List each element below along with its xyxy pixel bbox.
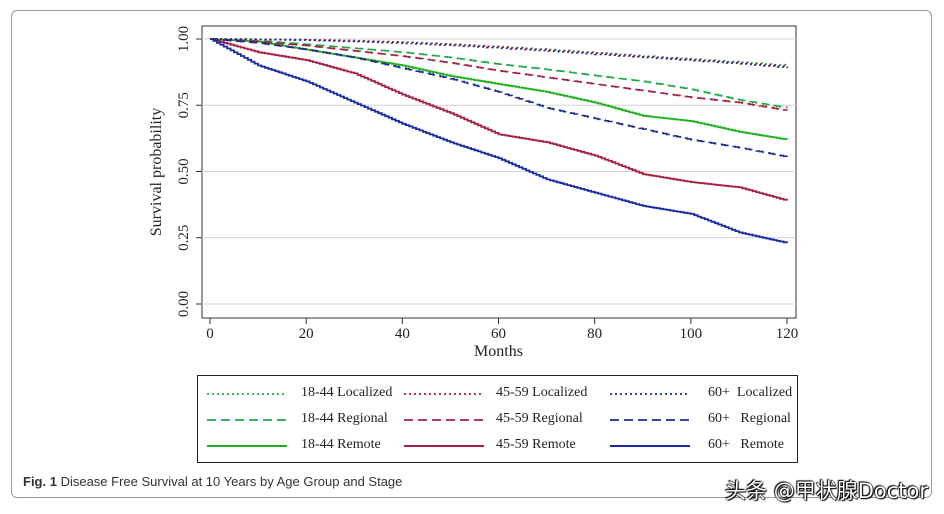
y-tick-label: 0.75 bbox=[176, 92, 192, 118]
legend-label: 60+ Localized bbox=[708, 385, 793, 400]
series-line-60plus-remote bbox=[210, 38, 788, 244]
y-axis-label: Survival probability bbox=[148, 108, 165, 236]
legend-swatch bbox=[404, 419, 484, 421]
y-tick-label: 0.00 bbox=[176, 291, 192, 317]
legend-label: 45-59 Remote bbox=[496, 437, 576, 452]
x-tick-label: 0 bbox=[206, 326, 214, 342]
x-tick-label: 100 bbox=[680, 326, 703, 342]
x-tick-label: 60 bbox=[491, 326, 506, 342]
legend-swatch bbox=[207, 445, 287, 447]
series-line-45-59-remote bbox=[210, 38, 788, 201]
y-tick-label: 1.00 bbox=[176, 26, 192, 52]
legend-swatch bbox=[404, 393, 484, 395]
series-line-45-59-regional bbox=[210, 38, 788, 111]
legend-label: 45-59 Regional bbox=[496, 411, 583, 426]
legend-swatch bbox=[207, 419, 287, 421]
legend-label: 18-44 Regional bbox=[301, 411, 388, 426]
legend-swatch bbox=[207, 393, 287, 395]
x-tick-label: 80 bbox=[587, 326, 602, 342]
y-tick-label: 0.50 bbox=[176, 158, 192, 184]
survival-chart: 0.00 0.25 0.50 0.75 1.00 0 20 40 60 80 100 120 Month… bbox=[148, 25, 799, 360]
legend-swatch bbox=[610, 445, 690, 447]
x-tick-label: 120 bbox=[776, 326, 799, 342]
x-axis-label: Months bbox=[474, 343, 523, 360]
figure-caption: Fig. 1 Disease Free Survival at 10 Years… bbox=[23, 474, 402, 489]
legend-label: 60+ Remote bbox=[708, 437, 784, 452]
y-tick-label: 0.25 bbox=[176, 225, 192, 251]
chart-legend: 18-44 Localized 18-44 Regional 18-44 Remot… bbox=[197, 375, 798, 463]
caption-text: Disease Free Survival at 10 Years by Age… bbox=[56, 474, 403, 489]
legend-label: 18-44 Remote bbox=[301, 437, 381, 452]
series-line-18-44-regional bbox=[210, 38, 788, 109]
legend-swatch bbox=[404, 445, 484, 447]
series-line-60plus-localized bbox=[210, 38, 788, 69]
series-line-60plus-regional bbox=[210, 38, 788, 158]
x-tick-label: 40 bbox=[395, 326, 410, 342]
watermark: 头条 @甲状腺Doctor bbox=[725, 479, 928, 503]
series-line-45-59-localized bbox=[210, 38, 788, 67]
caption-label: Fig. 1 bbox=[23, 474, 57, 489]
legend-swatch bbox=[610, 393, 690, 395]
legend-label: 45-59 Localized bbox=[496, 385, 588, 400]
legend-label: 18-44 Localized bbox=[301, 385, 393, 400]
legend-swatch bbox=[610, 419, 690, 421]
figure-frame bbox=[11, 10, 932, 498]
x-tick-label: 20 bbox=[299, 326, 314, 342]
legend-label: 60+ Regional bbox=[708, 411, 791, 426]
